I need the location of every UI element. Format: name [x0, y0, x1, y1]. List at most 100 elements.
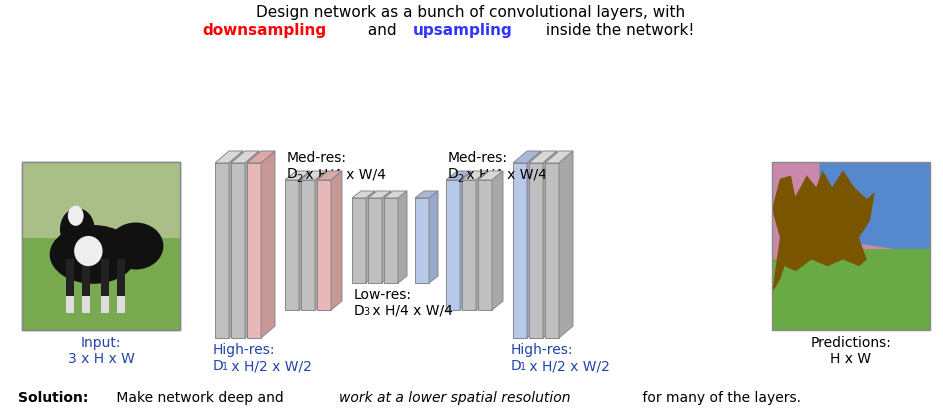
Polygon shape: [446, 180, 460, 310]
Polygon shape: [513, 163, 527, 338]
Polygon shape: [352, 191, 375, 198]
Bar: [117, 296, 124, 313]
Polygon shape: [301, 180, 315, 310]
Bar: [117, 260, 124, 313]
Polygon shape: [231, 163, 245, 338]
Text: D: D: [287, 167, 298, 181]
Bar: [772, 162, 930, 260]
Polygon shape: [429, 191, 438, 283]
Text: 2: 2: [457, 174, 463, 184]
Polygon shape: [492, 171, 503, 310]
Polygon shape: [772, 176, 796, 237]
Polygon shape: [317, 171, 342, 180]
Text: x H/4 x W/4: x H/4 x W/4: [462, 167, 547, 181]
Text: Make network deep and: Make network deep and: [112, 391, 288, 405]
Polygon shape: [285, 180, 299, 310]
Text: Low-res:: Low-res:: [354, 288, 412, 302]
Polygon shape: [462, 171, 487, 180]
Polygon shape: [545, 151, 573, 163]
Polygon shape: [368, 191, 391, 198]
Text: D: D: [354, 304, 365, 318]
Text: Predictions:: Predictions:: [811, 336, 891, 350]
Text: D: D: [511, 359, 521, 373]
Ellipse shape: [68, 206, 84, 226]
Text: inside the network!: inside the network!: [541, 23, 695, 38]
Ellipse shape: [108, 222, 163, 270]
Polygon shape: [529, 151, 557, 163]
Polygon shape: [247, 151, 275, 163]
Polygon shape: [415, 191, 438, 198]
Text: upsampling: upsampling: [413, 23, 512, 38]
Bar: [82, 296, 90, 313]
Polygon shape: [331, 171, 342, 310]
Polygon shape: [446, 171, 471, 180]
Polygon shape: [819, 162, 930, 255]
Polygon shape: [285, 171, 310, 180]
Polygon shape: [245, 151, 259, 338]
Text: for many of the layers.: for many of the layers.: [638, 391, 802, 405]
Bar: [772, 162, 930, 330]
Text: downsampling: downsampling: [203, 23, 327, 38]
Polygon shape: [352, 198, 366, 283]
Bar: [101, 296, 108, 313]
Text: work at a lower spatial resolution: work at a lower spatial resolution: [339, 391, 571, 405]
Text: x H/2 x W/2: x H/2 x W/2: [525, 359, 610, 373]
Text: and: and: [363, 23, 402, 38]
Bar: [22, 162, 180, 237]
Text: 2: 2: [296, 174, 303, 184]
Bar: [772, 162, 930, 330]
Polygon shape: [462, 180, 476, 310]
Text: 1: 1: [222, 362, 228, 372]
Polygon shape: [559, 151, 573, 338]
Polygon shape: [545, 163, 559, 338]
Bar: [66, 260, 74, 313]
Ellipse shape: [50, 225, 137, 284]
Text: x H/2 x W/2: x H/2 x W/2: [227, 359, 312, 373]
Text: Input:: Input:: [81, 336, 122, 350]
Polygon shape: [231, 151, 259, 163]
Polygon shape: [460, 171, 471, 310]
Bar: [82, 260, 90, 313]
Polygon shape: [478, 180, 492, 310]
Ellipse shape: [60, 208, 94, 250]
Polygon shape: [215, 163, 229, 338]
Text: Design network as a bunch of convolutional layers, with: Design network as a bunch of convolution…: [256, 5, 686, 20]
Polygon shape: [229, 151, 243, 338]
Bar: [66, 296, 74, 313]
Text: x H/4 x W/4: x H/4 x W/4: [301, 167, 386, 181]
Polygon shape: [529, 163, 543, 338]
Text: D: D: [448, 167, 458, 181]
Polygon shape: [299, 171, 310, 310]
Polygon shape: [478, 171, 503, 180]
Polygon shape: [315, 171, 326, 310]
Polygon shape: [772, 171, 875, 293]
Polygon shape: [527, 151, 541, 338]
Polygon shape: [513, 151, 541, 163]
Polygon shape: [366, 191, 375, 283]
Ellipse shape: [74, 236, 103, 266]
Polygon shape: [398, 191, 407, 283]
Text: D: D: [213, 359, 223, 373]
Polygon shape: [384, 198, 398, 283]
Polygon shape: [819, 250, 930, 271]
Bar: [101, 260, 108, 313]
Text: Med-res:: Med-res:: [448, 151, 508, 165]
Polygon shape: [317, 180, 331, 310]
Polygon shape: [543, 151, 557, 338]
Polygon shape: [261, 151, 275, 338]
Text: x H/4 x W/4: x H/4 x W/4: [368, 304, 453, 318]
Text: 3 x H x W: 3 x H x W: [68, 352, 135, 366]
Text: Med-res:: Med-res:: [287, 151, 347, 165]
Polygon shape: [368, 198, 382, 283]
Bar: [22, 162, 180, 330]
Polygon shape: [476, 171, 487, 310]
Text: High-res:: High-res:: [213, 343, 275, 357]
Polygon shape: [215, 151, 243, 163]
Polygon shape: [247, 163, 261, 338]
Text: High-res:: High-res:: [511, 343, 573, 357]
Text: H x W: H x W: [831, 352, 871, 366]
Bar: [22, 162, 180, 330]
Polygon shape: [301, 171, 326, 180]
Polygon shape: [384, 191, 407, 198]
Text: 1: 1: [520, 362, 526, 372]
